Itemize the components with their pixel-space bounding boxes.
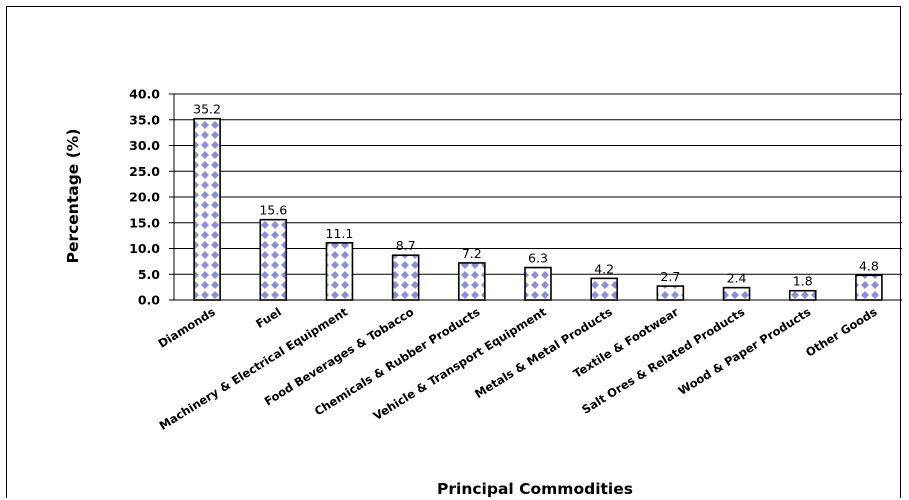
data-label: 8.7 [396,238,416,253]
bar [788,289,817,301]
data-label: 1.8 [793,274,813,289]
bar [259,218,288,301]
bar [524,266,552,301]
bar [656,285,685,301]
bars [193,117,883,301]
bar [391,254,420,301]
y-tick-label: 20.0 [129,190,160,205]
data-label: 4.2 [594,261,614,276]
y-tick-label: 5.0 [138,267,160,282]
data-label: 7.2 [462,246,482,261]
y-tick-labels: 0.0 5.0 10.0 15.0 20.0 25.0 30.0 35.0 40.0 [129,87,160,308]
chart-frame [6,6,901,498]
data-label: 15.6 [259,203,287,218]
x-category-label: Textile & Footwear [571,304,682,380]
x-axis-title: Principal Commodities [437,480,633,498]
y-tick-label: 15.0 [129,215,160,230]
data-label: 4.8 [859,258,879,273]
bar [722,286,751,301]
y-tick-label: 30.0 [129,138,160,153]
x-category-label: Fuel [253,305,284,331]
data-label: 35.2 [193,102,221,117]
bar [458,262,486,301]
y-tick-label: 0.0 [138,293,160,308]
y-tick-label: 25.0 [129,164,160,179]
x-category-label: Other Goods [803,305,879,360]
data-labels: 35.2 15.6 11.1 8.7 7.2 6.3 4.2 2.7 2.4 1.8 4.8 [193,102,879,289]
y-tick-label: 10.0 [129,241,160,256]
y-tick-label: 40.0 [129,87,160,102]
data-label: 2.4 [727,271,747,286]
y-tick-label: 35.0 [129,112,160,127]
x-category-label: Diamonds [156,305,218,351]
data-label: 2.7 [660,269,680,284]
bar [590,277,618,301]
bar [325,242,354,301]
x-category-label: Wood & Paper Products [676,305,814,398]
data-label: 6.3 [528,251,548,266]
data-label: 11.1 [326,226,354,241]
bar [855,274,883,301]
gridlines [169,93,902,301]
y-axis-title: Percentage (%) [64,129,82,264]
bar [193,117,221,301]
